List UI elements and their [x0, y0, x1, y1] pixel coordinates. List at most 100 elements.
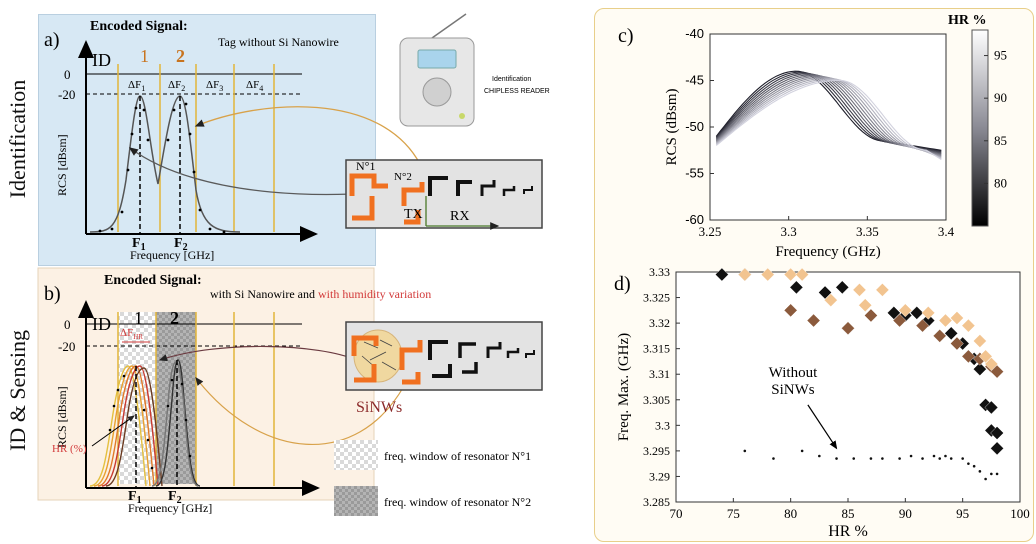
chart-d-point-diamond	[961, 349, 976, 364]
panel-b-y20: -20	[58, 339, 75, 354]
chart-d-point-diamond	[738, 267, 752, 282]
chart-d-point-diamond	[973, 362, 987, 376]
chart-d-point-small	[978, 470, 982, 473]
panel-a-link-curve-1	[194, 106, 421, 165]
panel-b-res1: 1	[134, 308, 143, 328]
chart-d-xtick-label: 90	[899, 506, 912, 521]
chart-d-point-diamond	[990, 441, 1004, 456]
chart-d-xtick-label: 70	[670, 506, 683, 521]
chart-c-ytick-label: -40	[685, 26, 704, 41]
chart-c-ylabel: RCS (dBsm)	[664, 88, 680, 165]
chart-d-point-diamond	[973, 334, 987, 348]
chart-d-point-small	[967, 462, 970, 465]
chart-d-letter: d)	[614, 273, 631, 295]
chart-d-point-diamond	[892, 313, 907, 328]
panel-a-encoded-title: Encoded Signal:	[90, 19, 188, 34]
panel-a-curve-dots	[98, 102, 226, 234]
panel-a-f1: F1	[132, 236, 146, 253]
panel-b-hr-label: HR (%)	[52, 443, 87, 455]
legend-item-2: freq. window of resonator N°2	[384, 495, 531, 509]
panel-b-letter: b)	[44, 283, 61, 305]
chart-d-ytick-label: 3.325	[643, 291, 670, 305]
chart-c-ytick-label: -50	[685, 119, 704, 134]
chart-d-point-diamond	[961, 318, 976, 333]
chart-c-letter: c)	[618, 25, 634, 47]
chart-d-ytick-label: 3.3	[655, 418, 670, 432]
chart-d-point-small	[984, 477, 987, 481]
svg-text:ΔF3: ΔF3	[206, 79, 223, 93]
panel-b-res2: 2	[170, 308, 179, 328]
chart-d-point-diamond	[875, 283, 890, 297]
svg-text:ΔF4: ΔF4	[246, 79, 263, 93]
panel-b-curve-dots	[108, 374, 192, 470]
chart-d-ytick-label: 3.33	[649, 265, 670, 279]
panel-b-background	[37, 267, 375, 501]
panel-b-xlabel: Frequency [GHz]	[128, 501, 212, 515]
chart-d-ytick-label: 3.285	[643, 495, 670, 509]
chart-d-point-diamond	[824, 293, 838, 307]
chart-d-point-diamond	[864, 308, 878, 323]
chart-d-point-diamond	[932, 329, 947, 343]
chart-d-point-diamond	[760, 267, 775, 282]
panel-b-f2: F2	[168, 489, 182, 506]
chart-c-ytick-label: -60	[685, 212, 704, 227]
chart-c-series-line	[715, 78, 942, 159]
chart-d-xlabel: HR %	[828, 523, 868, 540]
panel-a-background	[38, 14, 376, 266]
chart-d-point-small	[932, 454, 936, 458]
chart-d-point-diamond	[950, 311, 964, 325]
chart-d-point-small	[938, 457, 942, 460]
chart-d-point-diamond	[806, 313, 821, 328]
panel-a-f2: F2	[174, 236, 188, 253]
chart-d-point-diamond	[818, 285, 832, 300]
chart-c-xtick-label: 3.25	[699, 224, 722, 239]
chart-c-colorbar-label: 80	[994, 175, 1007, 190]
panel-a-delta-labels: ΔF1 ΔF2 ΔF3 ΔF4	[128, 79, 263, 93]
right-charts: c) -40 -45 -50 -55 -603.25 3.3 3.35 3.4 Frequency…	[614, 13, 1030, 540]
chart-c-colorbar-title: HR %	[948, 13, 987, 28]
chart-d-xtick-label: 95	[956, 506, 969, 521]
chart-d-xtick-label: 75	[727, 506, 740, 521]
chart-d-point-diamond	[715, 267, 729, 282]
chart-d-point-small	[881, 457, 884, 460]
chart-d-point-diamond	[898, 303, 913, 318]
chart-d-point-diamond	[852, 283, 867, 297]
chart-d-point-diamond	[950, 336, 964, 351]
chart-c-colorbar-label: 90	[994, 90, 1007, 105]
chart-d-point-diamond	[795, 267, 809, 282]
panel-b-dfhr: ΔFHR	[120, 327, 143, 341]
sinws-label: SiNWs	[356, 399, 402, 416]
chart-d-point-diamond	[978, 349, 993, 364]
chart-d-ytick-label: 3.31	[649, 367, 670, 381]
chart-d-ytick-label: 3.315	[643, 342, 670, 356]
chart-d-annotation-arrow	[807, 404, 838, 450]
panel-b-link-curve-2	[195, 377, 405, 445]
panel-a-res1: 1	[140, 46, 149, 66]
chart-d-point-diamond	[984, 357, 999, 371]
chart-d-point-small	[990, 472, 993, 476]
chart-d-point-small	[949, 457, 953, 460]
chart-d-point-small	[800, 449, 804, 453]
legend-item-1: freq. window of resonator N°1	[384, 449, 531, 463]
panel-a-letter: a)	[44, 29, 60, 51]
chart-d-xtick-label: 80	[784, 506, 797, 521]
reader-label-2: CHIPLESS READER	[484, 88, 550, 95]
chart-d-xtick-label: 85	[842, 506, 855, 521]
chart-d-point-diamond	[921, 306, 936, 320]
chart-d-point-small	[818, 454, 821, 458]
tag-box-a	[345, 159, 543, 229]
chart-d-ytick-label: 3.295	[643, 444, 670, 458]
chart-d-annotation-line1: Without	[769, 365, 818, 381]
chart-d-point-diamond	[783, 267, 798, 282]
panel-b-f1: F1	[128, 489, 142, 506]
left-diagrams: a) Encoded Signal: Tag without Si Nanowi…	[37, 13, 550, 516]
chart-c-xtick-label: 3.4	[938, 224, 955, 239]
legend-swatch-1	[334, 440, 378, 470]
chart-d-point-diamond	[915, 318, 930, 333]
panel-a-tag-title: Tag without Si Nanowire	[218, 35, 339, 49]
chart-c-colorbar-label: 85	[994, 133, 1007, 148]
chart-d-point-small	[972, 464, 976, 468]
panel-b-subtitle: with Si Nanowire and with humidity varia…	[210, 287, 431, 301]
chart-c-xlabel: Frequency (GHz)	[775, 244, 880, 260]
panel-b-rcs-curves	[89, 359, 201, 487]
